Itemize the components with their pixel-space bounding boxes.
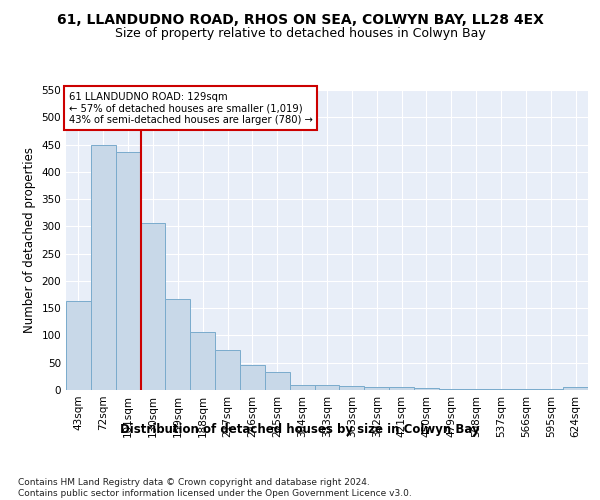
Text: 61 LLANDUDNO ROAD: 129sqm
← 57% of detached houses are smaller (1,019)
43% of se: 61 LLANDUDNO ROAD: 129sqm ← 57% of detac…: [68, 92, 313, 124]
Text: Contains HM Land Registry data © Crown copyright and database right 2024.
Contai: Contains HM Land Registry data © Crown c…: [18, 478, 412, 498]
Bar: [314, 384, 340, 390]
Bar: [215, 350, 240, 390]
Bar: [240, 366, 265, 390]
Bar: [340, 386, 364, 390]
Bar: [439, 389, 464, 390]
Bar: [140, 223, 166, 390]
Bar: [464, 389, 488, 390]
Bar: [563, 388, 588, 390]
Bar: [364, 388, 389, 390]
Bar: [488, 389, 514, 390]
Text: Size of property relative to detached houses in Colwyn Bay: Size of property relative to detached ho…: [115, 28, 485, 40]
Bar: [166, 299, 190, 390]
Bar: [190, 332, 215, 390]
Bar: [414, 388, 439, 390]
Bar: [91, 144, 116, 390]
Bar: [538, 389, 563, 390]
Bar: [514, 389, 538, 390]
Text: 61, LLANDUDNO ROAD, RHOS ON SEA, COLWYN BAY, LL28 4EX: 61, LLANDUDNO ROAD, RHOS ON SEA, COLWYN …: [56, 12, 544, 26]
Bar: [290, 384, 314, 390]
Y-axis label: Number of detached properties: Number of detached properties: [23, 147, 36, 333]
Bar: [265, 372, 290, 390]
Text: Distribution of detached houses by size in Colwyn Bay: Distribution of detached houses by size …: [120, 422, 480, 436]
Bar: [116, 152, 140, 390]
Bar: [389, 388, 414, 390]
Bar: [66, 301, 91, 390]
